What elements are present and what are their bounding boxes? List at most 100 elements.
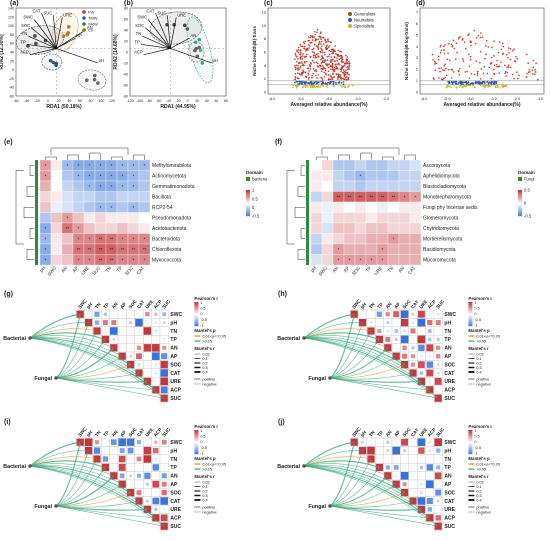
neutralist-point <box>337 82 340 84</box>
generalist-point <box>330 65 333 68</box>
legend-gradient-step <box>468 309 473 311</box>
env-arrow <box>56 48 98 64</box>
generalist-point <box>337 49 340 52</box>
mantel-square <box>146 492 148 494</box>
mantel-square <box>402 482 407 487</box>
mantel-square <box>429 313 431 315</box>
generalist-point <box>333 76 336 78</box>
mantel-square <box>111 320 117 326</box>
legend-label: Generalists <box>354 12 375 17</box>
mantel-square <box>403 329 406 333</box>
significance-mark: * <box>382 247 384 252</box>
neutralist-point <box>312 82 315 85</box>
generalist-point <box>294 58 296 60</box>
generalist-point <box>307 72 310 74</box>
heatmap-cell <box>365 159 378 171</box>
fungal-label: Fungal <box>34 376 52 382</box>
neutralist-point <box>310 81 313 83</box>
x-tick-label: 20 <box>57 99 61 103</box>
mantel-row-label: SOC <box>170 490 181 496</box>
mantel-row-label: pH <box>444 448 451 454</box>
specialist-point <box>348 85 351 87</box>
generalist-point <box>341 65 343 67</box>
dendro-branch <box>50 147 129 155</box>
legend-gradient-step <box>468 310 473 312</box>
neutralist-point <box>466 82 469 85</box>
generalist-point <box>468 33 470 35</box>
fungal-link <box>329 339 380 379</box>
generalist-point <box>303 42 306 45</box>
neutralist-point <box>475 81 478 83</box>
mantel-square <box>154 330 157 332</box>
fungal-link <box>55 505 165 527</box>
neutralist-point <box>453 80 456 83</box>
legend-tick: 1 <box>474 301 476 305</box>
mantel-square <box>412 441 414 443</box>
legend-gradient-step <box>468 321 473 323</box>
mantel-square <box>420 330 422 332</box>
mantel-row-label: pH <box>170 320 177 326</box>
legend-gradient-step <box>194 321 199 323</box>
significance-mark: * <box>360 173 362 178</box>
neutralist-point <box>495 81 497 84</box>
legend-label: 0.02 <box>202 481 209 485</box>
specialist-point <box>333 84 335 87</box>
dendro-branch <box>29 228 34 239</box>
legend-gradient-step <box>194 440 199 443</box>
neutralist-point <box>460 80 463 83</box>
panel-tag: (c) <box>264 0 273 7</box>
legend-gradient-step <box>468 444 473 446</box>
heatmap-cell <box>116 201 129 213</box>
legend-title: Mantel's r <box>468 474 489 479</box>
legend-label: 0.2 <box>476 490 481 494</box>
specialist-point <box>461 86 464 89</box>
sample-point <box>185 27 190 31</box>
heatmap-cell <box>376 159 389 171</box>
generalist-point <box>509 58 512 61</box>
generalist-point <box>311 59 314 62</box>
generalist-point <box>337 76 339 78</box>
specialist-point <box>321 84 323 87</box>
generalist-point <box>468 77 471 79</box>
generalist-point <box>458 73 461 76</box>
generalist-point <box>315 61 318 63</box>
bacterial-link <box>303 313 355 339</box>
legend-gradient-step <box>194 442 199 444</box>
bacterial-link <box>303 328 372 339</box>
legend-label: SMW <box>88 22 98 27</box>
generalist-point <box>473 29 476 32</box>
generalist-point <box>312 72 315 75</box>
heatmap-cell <box>83 222 96 234</box>
significance-mark: * <box>122 257 124 262</box>
legend-gradient-step <box>194 430 199 432</box>
generalist-point <box>532 66 535 69</box>
generalist-point <box>332 70 335 72</box>
mantel-square <box>412 321 414 324</box>
col-label: TN <box>386 265 394 273</box>
y-tick-label: 0 <box>12 68 14 72</box>
mantel-square <box>137 363 141 366</box>
generalist-point <box>342 69 345 71</box>
generalist-point <box>487 46 489 48</box>
mantel-square <box>145 482 149 486</box>
significance-mark: ** <box>99 257 103 262</box>
generalist-point <box>460 35 462 38</box>
generalist-point <box>315 68 317 71</box>
significance-mark: * <box>89 184 91 189</box>
neutralist-point <box>467 81 470 84</box>
panel-tag: (b) <box>124 0 133 7</box>
generalist-point <box>317 66 320 68</box>
y-tick-label: 6 <box>416 22 418 26</box>
legend-gradient-step <box>518 205 522 208</box>
generalist-point <box>443 64 446 67</box>
generalist-point <box>328 63 330 66</box>
generalist-point <box>432 77 435 79</box>
y-axis-label: Niche breadth(B)-trans <box>252 26 257 76</box>
legend-gradient-step <box>468 437 473 439</box>
mantel-square <box>136 456 142 462</box>
mantel-col-label: CAT <box>136 427 146 437</box>
fungal-link <box>55 492 131 507</box>
legend-gradient-step <box>194 306 199 309</box>
mantel-square <box>420 458 422 460</box>
